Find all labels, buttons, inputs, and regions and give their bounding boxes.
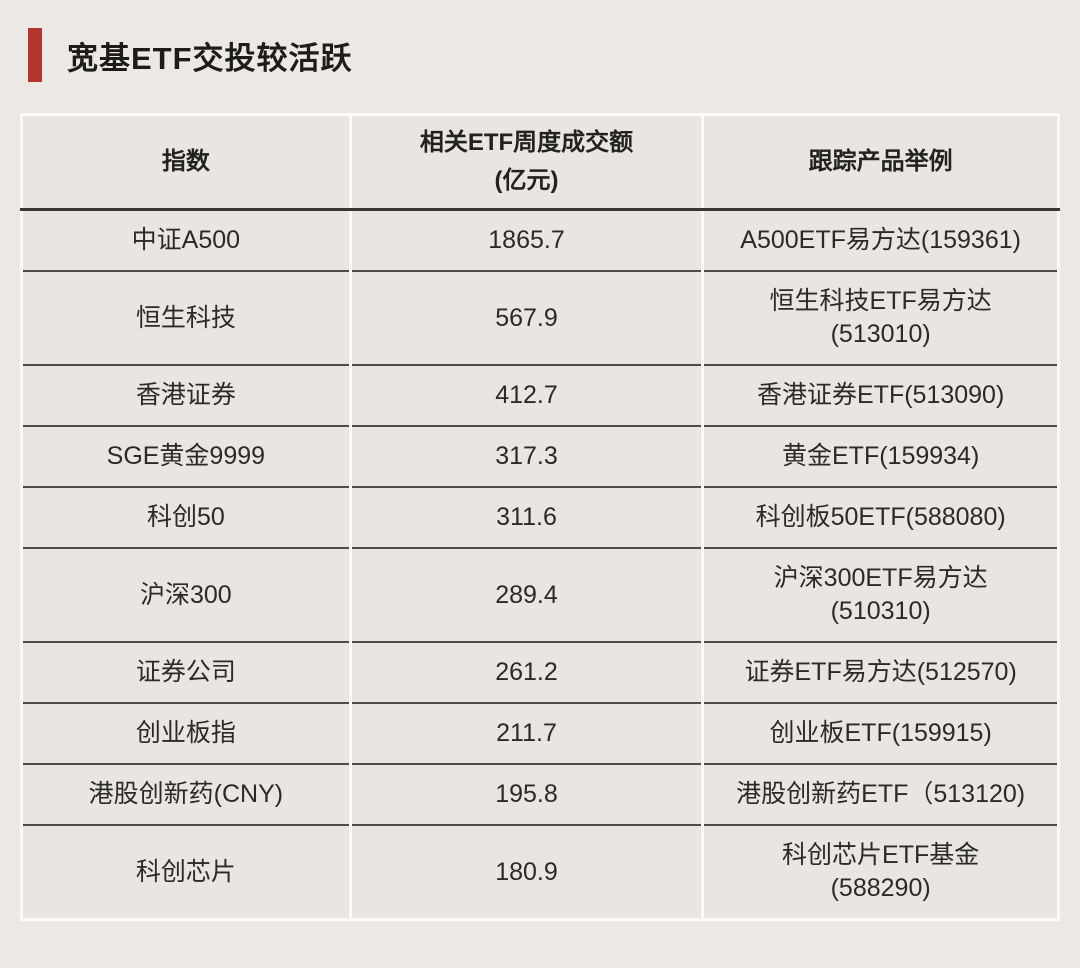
page-title: 宽基ETF交投较活跃 [67, 40, 353, 76]
cell-product: 香港证券ETF(513090) [701, 364, 1059, 426]
cell-index: 港股创新药(CNY) [21, 763, 351, 825]
table-row: 科创芯片 180.9 科创芯片ETF基金 (588290) [21, 824, 1059, 920]
table-row: 港股创新药(CNY) 195.8 港股创新药ETF（513120) [21, 763, 1059, 825]
cell-product: 黄金ETF(159934) [701, 425, 1059, 487]
cell-turnover: 311.6 [348, 486, 703, 548]
cell-product: 证券ETF易方达(512570) [701, 641, 1059, 703]
cell-index: 中证A500 [131, 226, 241, 254]
cell-product: 恒生科技ETF易方达 (513010) [701, 270, 1059, 365]
table-row: 中证A500 1865.7 A500ETF易方达(159361) [22, 209, 1059, 271]
cell-product: 科创板50ETF(588080) [701, 486, 1059, 548]
cell-product: 港股创新药ETF（513120) [701, 763, 1059, 825]
cell-turnover: 180.9 [348, 824, 703, 920]
title-accent-bar [28, 28, 42, 82]
cell-turnover: 195.8 [348, 763, 703, 825]
col-header-turnover: 相关ETF周度成交额 (亿元) [348, 114, 703, 211]
table-row: 证券公司 261.2 证券ETF易方达(512570) [21, 641, 1059, 703]
cell-index: 科创50 [21, 486, 351, 548]
cell-turnover: 211.7 [348, 702, 703, 764]
cell-product: 创业板ETF(159915) [701, 702, 1059, 764]
cell-index: 香港证券 [21, 364, 351, 426]
cell-turnover: 567.9 [348, 270, 703, 365]
table-row: 沪深300 289.4 沪深300ETF易方达 (510310) [21, 547, 1059, 642]
etf-turnover-table-wrap: 指数 相关ETF周度成交额 (亿元) 跟踪产品举例 中证A500 1865.7 … [20, 113, 1060, 921]
cell-index: 科创芯片 [21, 824, 351, 920]
cell-product: 沪深300ETF易方达 (510310) [701, 547, 1059, 642]
cell-turnover: 1865.7 [348, 209, 703, 271]
cell-turnover: 289.4 [348, 547, 703, 642]
table-row: 科创50 311.6 科创板50ETF(588080) [21, 486, 1059, 548]
table-row: 创业板指 211.7 创业板ETF(159915) [21, 702, 1059, 764]
cell-product: 科创芯片ETF基金 (588290) [701, 824, 1059, 920]
table-row: 香港证券 412.7 香港证券ETF(513090) [21, 364, 1059, 426]
cell-index: 创业板指 [21, 702, 351, 764]
table-row: 恒生科技 567.9 恒生科技ETF易方达 (513010) [21, 270, 1059, 365]
table-row: SGE黄金9999 317.3 黄金ETF(159934) [21, 425, 1059, 487]
cell-index: SGE黄金9999 [21, 425, 351, 487]
col-header-product: 跟踪产品举例 [701, 114, 1059, 211]
col-header-turnover-line2: (亿元) [494, 167, 559, 194]
col-header-turnover-line1: 相关ETF周度成交额 [419, 129, 634, 156]
cell-index: 恒生科技 [21, 270, 351, 365]
cell-index: 证券公司 [21, 641, 351, 703]
cell-turnover: 412.7 [348, 364, 703, 426]
etf-turnover-table: 指数 相关ETF周度成交额 (亿元) 跟踪产品举例 中证A500 1865.7 … [20, 113, 1060, 921]
table-header-row: 指数 相关ETF周度成交额 (亿元) 跟踪产品举例 [21, 114, 1059, 211]
cell-index: 沪深300 [21, 547, 351, 642]
cell-turnover: 261.2 [348, 641, 703, 703]
cell-product: A500ETF易方达(159361) [701, 209, 1059, 271]
title-row: 宽基ETF交投较活跃 [28, 26, 1080, 84]
cell-turnover: 317.3 [348, 425, 703, 487]
col-header-index: 指数 [21, 114, 351, 211]
